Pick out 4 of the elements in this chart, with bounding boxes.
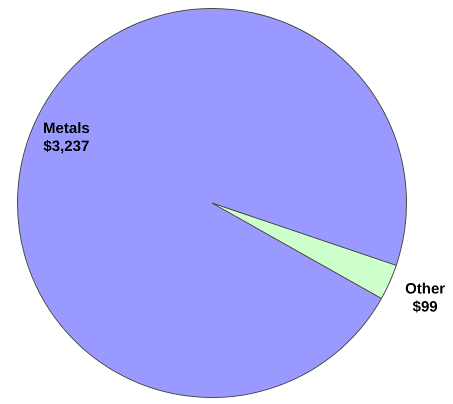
data-label: $3,237 [43,138,90,156]
data-label: $99 [412,298,438,316]
slice-label: Metals [43,120,90,138]
slice-label: Other [405,280,446,298]
